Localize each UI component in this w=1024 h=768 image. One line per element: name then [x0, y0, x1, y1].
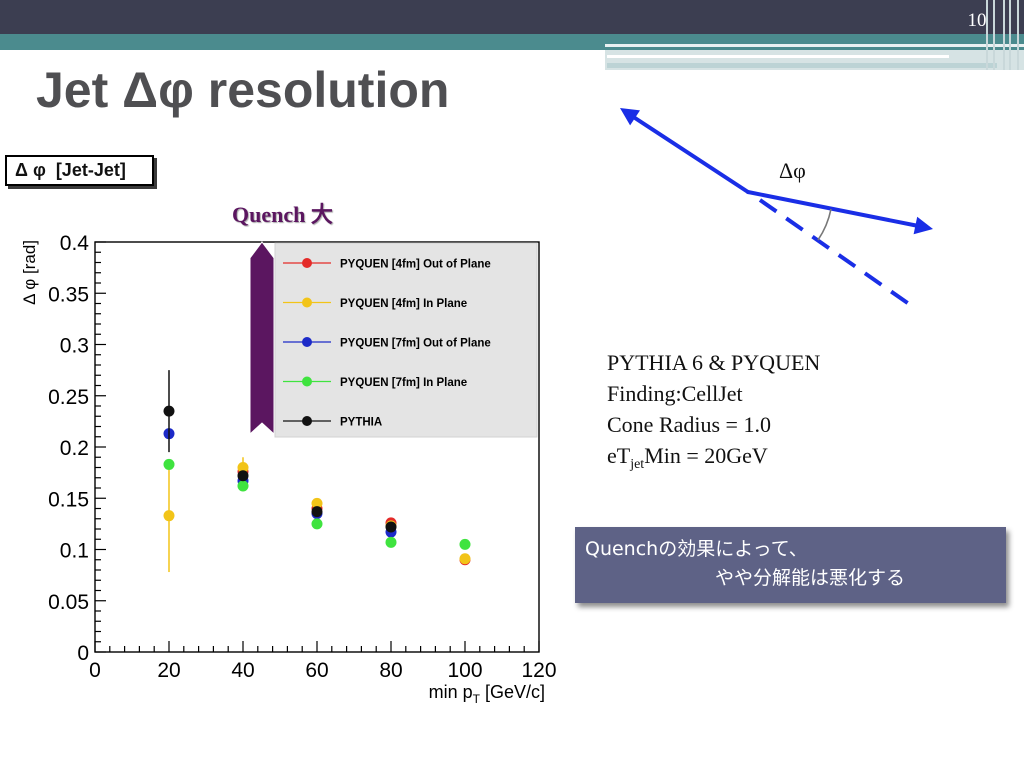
- header-accent-line: [607, 55, 949, 58]
- slide-title: Jet Δφ resolution: [36, 62, 450, 118]
- legend-marker: [302, 297, 312, 308]
- delta-phi-label: Δφ: [779, 158, 806, 183]
- header-stripe: [1009, 0, 1011, 70]
- et-suffix: Min = 20GeV: [644, 443, 768, 468]
- legend-item: PYQUEN [4fm] In Plane: [283, 297, 467, 310]
- data-point: [385, 536, 397, 548]
- legend-label: PYTHIA: [340, 417, 382, 429]
- y-tick-label: 0.1: [60, 540, 89, 563]
- legend-item: PYQUEN [4fm] Out of Plane: [283, 258, 491, 271]
- y-tick-label: 0.4: [60, 232, 90, 255]
- data-point: [163, 510, 175, 522]
- legend-marker: [302, 416, 312, 426]
- series-pyquen-7fm-in-plane: [163, 458, 471, 550]
- y-tick-label: 0: [77, 642, 89, 665]
- x-tick-label: 100: [447, 659, 482, 682]
- jet-vector-subleading: [746, 190, 918, 228]
- legend-marker: [302, 337, 312, 347]
- header-bar: [0, 0, 1024, 34]
- data-point: [459, 538, 471, 550]
- et-prefix: eT: [607, 443, 631, 468]
- x-axis-label: min pT [GeV/c]: [429, 682, 545, 706]
- x-axis-label-main: min p: [429, 682, 473, 702]
- header-stripe: [1003, 0, 1005, 70]
- quench-annotation: Quench 大: [232, 202, 333, 227]
- series-pythia: [163, 370, 397, 533]
- header-stripe: [993, 0, 995, 70]
- legend-label: PYQUEN [7fm] Out of Plane: [340, 338, 491, 350]
- page-number: 10: [967, 10, 987, 31]
- data-point: [237, 470, 249, 482]
- legend-label: PYQUEN [4fm] Out of Plane: [340, 259, 491, 271]
- y-tick-label: 0.2: [60, 437, 89, 460]
- cone-radius-text: Cone Radius = 1.0: [607, 412, 771, 437]
- data-point: [237, 480, 249, 492]
- data-point: [311, 497, 323, 509]
- y-tick-label: 0.3: [60, 335, 89, 358]
- data-point: [459, 553, 471, 565]
- angle-arc: [817, 208, 832, 241]
- quench-arrow-shape: [249, 241, 275, 436]
- legend-item: PYQUEN [7fm] Out of Plane: [283, 337, 491, 350]
- x-axis-label-unit: [GeV/c]: [480, 682, 545, 702]
- legend-label: PYQUEN [4fm] In Plane: [340, 298, 467, 310]
- y-tick-label: 0.35: [48, 283, 89, 306]
- note-line: Quenchの効果によって、: [585, 538, 808, 560]
- data-point: [237, 462, 249, 473]
- arrowhead-leading: [620, 108, 640, 126]
- legend-marker: [302, 376, 312, 387]
- legend-label: PYQUEN [7fm] In Plane: [340, 377, 467, 389]
- back-to-back-axis: [758, 198, 911, 306]
- jet-finder-text: Finding:CellJet: [607, 381, 743, 406]
- x-tick-label: 20: [157, 659, 180, 682]
- data-point: [385, 521, 397, 533]
- x-axis-label-sub: T: [473, 692, 481, 706]
- y-axis-label: Δ φ [rad]: [20, 240, 39, 305]
- jet-angle-diagram: Δφ: [620, 108, 933, 306]
- et-min-text: eTjetMin = 20GeV: [607, 440, 820, 472]
- conclusion-note: Quenchの効果によって、 やや分解能は悪化する: [575, 527, 1006, 603]
- x-tick-label: 120: [521, 659, 556, 682]
- legend-item: PYTHIA: [283, 416, 382, 429]
- et-subscript: jet: [630, 457, 645, 472]
- x-tick-label: 80: [379, 659, 402, 682]
- x-tick-label: 40: [231, 659, 254, 682]
- data-points: [163, 370, 471, 573]
- legend-box: [274, 242, 538, 438]
- legend: PYQUEN [4fm] Out of Plane PYQUEN [4fm] In…: [274, 242, 538, 438]
- x-tick-label: 60: [305, 659, 328, 682]
- data-point: [163, 458, 175, 470]
- axes: 0 0.05 0.1 0.15 0.2 0.25 0.3 0.35 0.4 0 20 40 60 80 10…: [48, 232, 556, 682]
- legend-marker: [302, 258, 312, 268]
- data-point: [311, 506, 323, 518]
- simulation-info: PYTHIA 6 & PYQUEN Finding:CellJet Cone R…: [607, 347, 821, 472]
- scatter-plot: 0 0.05 0.1 0.15 0.2 0.25 0.3 0.35 0.4 0 20 40 60 80 10…: [20, 232, 557, 706]
- header-accent-line: [607, 63, 997, 68]
- data-point: [163, 405, 175, 417]
- chart-title: Δ φ [Jet-Jet]: [5, 155, 154, 186]
- data-point: [311, 518, 323, 530]
- jet-vector-leading: [633, 116, 750, 194]
- header-stripe: [1017, 0, 1019, 70]
- generator-text: PYTHIA 6 & PYQUEN: [607, 350, 821, 375]
- x-tick-label: 0: [89, 659, 101, 682]
- quench-arrow: [249, 241, 275, 436]
- header-stripe: [986, 0, 988, 70]
- y-tick-label: 0.25: [48, 386, 89, 409]
- note-line: やや分解能は悪化する: [715, 567, 906, 589]
- header-accent-line: [605, 44, 1024, 47]
- legend-item: PYQUEN [7fm] In Plane: [283, 376, 467, 389]
- arrowhead-subleading: [913, 216, 933, 235]
- y-tick-label: 0.05: [48, 591, 89, 614]
- y-tick-label: 0.15: [48, 488, 89, 511]
